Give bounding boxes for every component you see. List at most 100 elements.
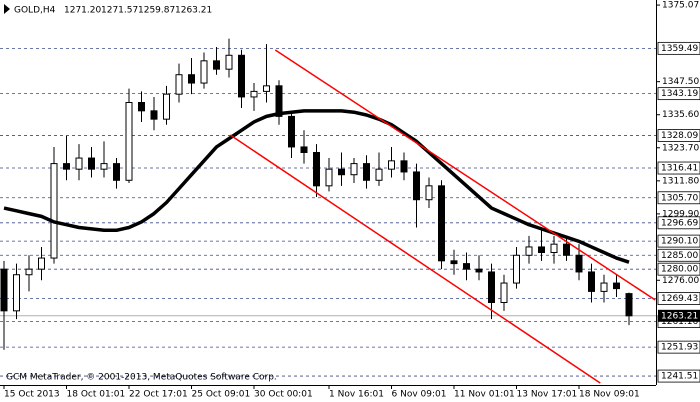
level-label: 1316.41 [661, 164, 698, 174]
candle-body [13, 274, 20, 312]
x-tick-label: 18 Nov 09:01 [579, 390, 640, 400]
close-value: 1263.21 [175, 6, 212, 16]
candle-body [313, 152, 320, 187]
level-label: 1290.10 [661, 237, 698, 247]
x-tick-label: 11 Nov 01:01 [454, 390, 515, 400]
x-tick-label: 1 Nov 16:01 [329, 390, 384, 400]
level-label-box [657, 216, 700, 230]
symbol-marker [4, 4, 10, 14]
low-value: 1259.87 [138, 6, 175, 16]
footer: GCM MetaTrader, © 2001-2013, MetaQuotes … [6, 373, 277, 383]
level-label: 1328.09 [661, 131, 698, 141]
high-value: 1271.57 [101, 6, 138, 16]
candle-body [0, 268, 8, 312]
x-tick-label: 13 Nov 17:01 [517, 390, 578, 400]
candle-body [125, 102, 133, 181]
candle-body [450, 260, 458, 265]
current-price-label: 1263.21 [661, 311, 698, 321]
y-tick-label: 1347.50 [662, 77, 699, 87]
level-label: 1305.70 [661, 193, 698, 203]
open-value: 1271.20 [64, 6, 101, 16]
current-price-box [658, 309, 700, 322]
candle-body [163, 93, 170, 120]
candle-body [463, 263, 470, 270]
candle-body [550, 243, 558, 254]
candle-body [338, 168, 345, 176]
candle-body [225, 54, 233, 70]
level-label: 1251.93 [661, 343, 698, 353]
moving-average [3, 109, 630, 264]
trendline [229, 134, 601, 384]
candle-body [563, 243, 570, 256]
level-label: 1296.69 [661, 218, 698, 228]
candle-body [200, 60, 208, 84]
candle-body [588, 271, 595, 292]
symbol: GOLD,H4 [14, 6, 56, 16]
level-label-box [657, 248, 700, 262]
candle-body [375, 168, 383, 181]
y-tick-label: 1323.70 [662, 143, 699, 153]
candle-body [100, 163, 108, 170]
y-tick-label: 1311.80 [662, 176, 699, 186]
candle-body [500, 282, 508, 303]
candle-body [113, 163, 120, 181]
candle-body [363, 163, 370, 181]
level-label-box [657, 369, 700, 383]
candle-body [613, 282, 620, 290]
candle-body [138, 102, 145, 112]
candle-body [400, 160, 408, 173]
level-label: 1359.49 [661, 44, 698, 54]
candle-body [213, 60, 220, 70]
level-label-box [657, 234, 700, 248]
candle-body [150, 110, 158, 120]
candle-body [88, 157, 95, 170]
y-tick-label: 1375.07 [662, 1, 699, 11]
candle-body [488, 271, 495, 304]
candle-body [263, 85, 270, 92]
level-label: 1269.43 [661, 294, 698, 304]
level-label: 1285.00 [661, 251, 698, 261]
candle-body [238, 54, 245, 98]
candle-body [575, 254, 583, 273]
candle-body [288, 115, 295, 148]
candle-body [63, 163, 70, 170]
candle-body [275, 85, 283, 117]
level-label-box [657, 161, 700, 175]
y-tick-label: 1276.00 [662, 276, 699, 286]
candle-body [175, 74, 183, 95]
level-label-box [657, 129, 700, 142]
candle-body [300, 146, 308, 153]
trendline [274, 49, 656, 301]
x-tick-label: 30 Oct 00:01 [254, 390, 313, 400]
candle-body [513, 254, 520, 284]
candle-body [438, 185, 445, 262]
candle-body [75, 157, 83, 170]
level-label: 1343.19 [661, 89, 698, 99]
candle-body [525, 246, 533, 256]
candle-body [600, 282, 608, 292]
candle-body [25, 268, 33, 276]
plot [0, 38, 656, 384]
candle-body [250, 90, 258, 98]
y-tick-label: 1299.90 [662, 209, 699, 219]
candle-body [425, 185, 433, 201]
candle-body [388, 160, 395, 170]
level-label: 1261.16 [661, 317, 698, 327]
candle-body [625, 293, 633, 317]
x-tick-label: 15 Oct 2013 [4, 390, 60, 400]
level-label-box [657, 191, 700, 205]
axis-labels: 1375.07 1347.50 1335.60 1323.70 1311.80 1299.… [3, 1, 700, 400]
level-label-box [657, 292, 700, 305]
candle-body [350, 163, 358, 176]
candle-body [475, 268, 483, 273]
candle-body [50, 163, 58, 259]
candle-body [38, 257, 45, 270]
candle-body [538, 246, 545, 253]
x-tick-label: 6 Nov 09:01 [392, 390, 447, 400]
candle-body [188, 74, 195, 84]
x-tick-label: 18 Oct 01:01 [67, 390, 126, 400]
level-label-box [657, 262, 700, 276]
level-label: 1241.51 [661, 372, 698, 382]
